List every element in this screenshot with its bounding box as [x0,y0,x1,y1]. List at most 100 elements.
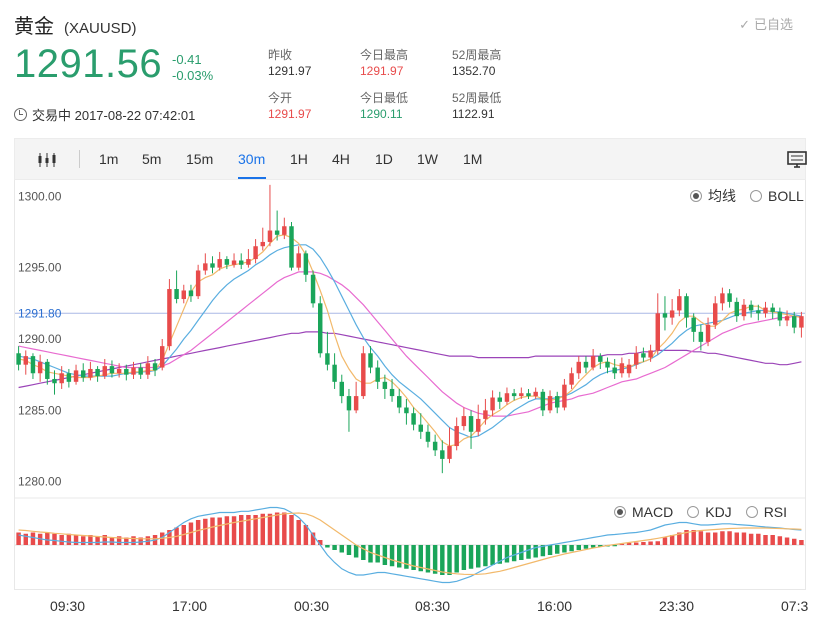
title-row: 黄金 (XAUUSD) [14,10,137,39]
macd-bar [540,545,546,557]
macd-bar [497,545,502,564]
macd-bar [102,535,107,545]
candle-body [389,388,395,397]
tab-1m[interactable]: 1m [99,151,119,167]
tab-1d[interactable]: 1D [375,151,393,167]
active-tab-underline [238,177,266,179]
macd-bar [145,536,151,545]
candle-body [641,353,646,358]
candle-body [368,353,373,368]
candle-body [289,226,294,268]
stat-day-high: 今日最高 1291.97 [360,47,408,79]
macd-bar [705,532,711,545]
macd-bar [468,545,474,569]
macd-bar [555,545,560,554]
y-tick-label: 1290.00 [18,332,62,346]
macd-dif-line [18,506,802,584]
radio-kdj[interactable]: KDJ [687,504,732,520]
macd-bar [210,517,215,545]
candle-body [468,416,474,432]
macd-bar [30,532,36,545]
candle-body [81,370,86,378]
candle-body [138,367,143,375]
radio-rsi[interactable]: RSI [745,504,788,520]
macd-bar [95,536,100,545]
watchlist-label: 已自选 [753,17,793,32]
radio-boll[interactable]: BOLL [750,188,804,204]
candle-body [748,304,754,311]
tab-30m[interactable]: 30m [238,151,266,167]
macd-bar [634,542,639,545]
candle-body [418,424,423,432]
macd-bar [239,515,244,545]
x-tick-label: 16:00 [537,598,573,614]
macd-bar [418,545,423,572]
macd-bar [59,535,64,545]
candle-body [404,407,409,414]
candle-body [145,363,151,375]
macd-bar [253,515,258,545]
candle-body [116,368,122,374]
watchlist-toggle[interactable]: ✓ 已自选 [739,14,793,33]
candle-body [37,361,43,374]
macd-bar [66,533,72,545]
main-indicator-selector: 均线 BOLL [676,186,804,206]
stat-prev-close: 昨收 1291.97 [268,47,311,79]
macd-bar [282,512,287,545]
macd-bar [727,531,732,545]
macd-bar [720,531,725,545]
candle-body [88,368,93,378]
ma20-line [18,271,802,417]
candle-body [526,393,531,397]
candle-body [23,356,28,365]
candle-body [511,393,517,397]
candle-body [792,316,797,328]
macd-bar [447,545,452,575]
radio-macd[interactable]: MACD [614,504,673,520]
stat-value: 1291.97 [268,107,312,121]
candle-body [16,353,21,365]
y-tick-label: 1300.00 [18,189,62,203]
macd-bar [289,515,294,545]
radio-dot [687,506,700,518]
radio-dot [690,190,702,202]
macd-bar [303,525,309,545]
macd-bar [490,545,495,565]
period-toolbar: 1m 5m 15m 30m 1H 4H 1D 1W 1M [14,138,807,180]
candle-body [519,393,524,397]
macd-bar [526,545,531,559]
radio-label: RSI [763,504,788,520]
change-percent: -0.03% [172,68,214,83]
macd-bar [763,535,768,545]
x-tick-label: 23:30 [659,598,695,614]
chart-panel [14,180,806,590]
candle-body [533,391,538,397]
tab-15m[interactable]: 15m [186,151,214,167]
stat-label: 今开 [268,91,293,105]
tab-1h[interactable]: 1H [290,151,308,167]
candle-body [346,396,352,411]
radio-ma[interactable]: 均线 [690,186,736,206]
trading-status: 交易中 2017-08-22 07:42:01 [14,105,195,124]
macd-bar [382,545,388,565]
macd-bar [339,545,344,553]
macd-bar [116,536,122,545]
candle-body [66,373,72,382]
radio-label: MACD [632,504,674,520]
tab-1w[interactable]: 1W [417,151,438,167]
candle-body [303,253,309,275]
tab-5m[interactable]: 5m [142,151,162,167]
tab-4h[interactable]: 4H [332,151,350,167]
candle-body [95,368,100,377]
macd-bar [404,545,409,569]
candle-body [425,431,431,442]
candle-body [662,313,668,318]
candle-body [45,361,50,379]
candle-body [411,413,416,425]
macd-bar [131,536,136,545]
stat-day-low: 今日最低 1290.11 [360,90,408,122]
tab-1m-month[interactable]: 1M [463,151,483,167]
radio-label: 均线 [708,188,736,204]
check-icon: ✓ [739,17,750,32]
